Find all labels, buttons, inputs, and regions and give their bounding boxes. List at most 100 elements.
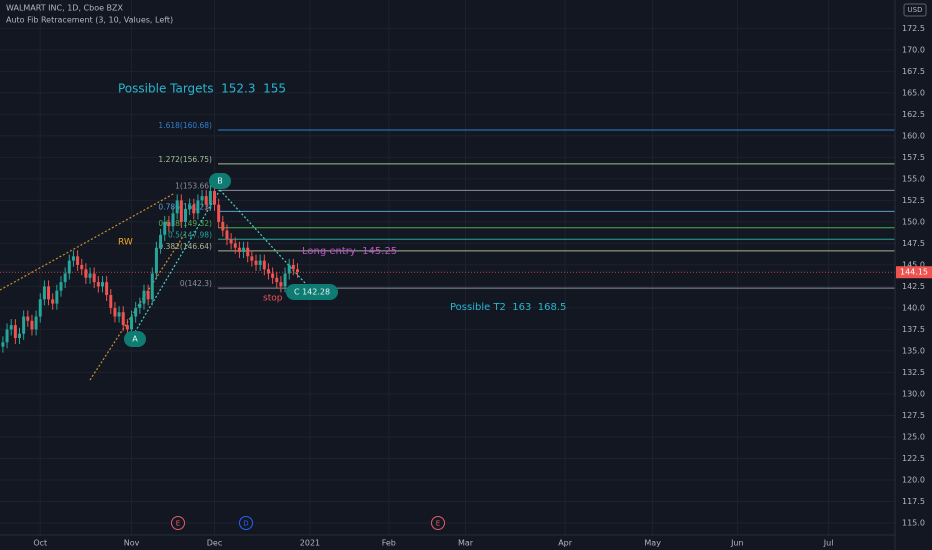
y-tick-label: 135.0 xyxy=(902,346,925,355)
candle-body xyxy=(121,312,125,326)
trend-line xyxy=(89,231,187,381)
annotation: RW xyxy=(118,238,133,248)
candle-body xyxy=(200,196,204,201)
candle-body xyxy=(100,282,104,287)
candle-body xyxy=(246,247,250,257)
candle-body xyxy=(42,286,46,300)
candle-body xyxy=(225,230,229,240)
trend-line xyxy=(0,192,176,291)
y-tick-label: 160.0 xyxy=(902,131,925,140)
candle-body xyxy=(183,209,187,222)
candle-body xyxy=(130,316,134,330)
y-tick-label: 172.5 xyxy=(902,24,925,33)
candle-body xyxy=(154,247,158,274)
candle-body xyxy=(5,329,9,343)
y-tick-label: 152.5 xyxy=(902,196,925,205)
event-marker[interactable] xyxy=(431,516,445,530)
fib-label: 1(153.66) xyxy=(175,181,212,190)
event-label: E xyxy=(176,520,180,528)
candle-body xyxy=(26,316,30,321)
candle-body xyxy=(22,316,26,334)
candle-body xyxy=(38,299,42,317)
candle-body xyxy=(204,196,208,205)
candle-body xyxy=(105,282,109,296)
y-tick-label: 150.0 xyxy=(902,217,925,226)
candle-body xyxy=(63,273,67,283)
candle-body xyxy=(217,204,221,222)
y-tick-label: 167.5 xyxy=(902,67,925,76)
candle-body xyxy=(188,204,192,210)
y-tick-label: 165.0 xyxy=(902,88,925,97)
candle-body xyxy=(150,273,154,300)
candle-body xyxy=(242,247,246,253)
candle-body xyxy=(163,221,167,235)
y-tick-label: 147.5 xyxy=(902,239,925,248)
candle-body xyxy=(80,264,84,270)
candle-body xyxy=(113,307,117,317)
event-marker[interactable] xyxy=(171,516,185,530)
x-tick-label: Mar xyxy=(458,539,474,548)
y-tick-label: 157.5 xyxy=(902,153,925,162)
candle-body xyxy=(279,282,283,287)
candle-body xyxy=(84,269,88,278)
y-tick-label: 145.0 xyxy=(902,260,925,269)
x-tick-label: Feb xyxy=(382,539,396,548)
price-tag-label: 144.15 xyxy=(900,268,928,277)
x-tick-label: Jul xyxy=(823,539,834,548)
candle-body xyxy=(109,295,113,308)
x-tick-label: Jun xyxy=(730,539,744,548)
fib-label: 0(142.3) xyxy=(180,279,212,288)
y-tick-label: 132.5 xyxy=(902,368,925,377)
y-tick-label: 162.5 xyxy=(902,110,925,119)
y-tick-label: 127.5 xyxy=(902,411,925,420)
point-label: A xyxy=(132,335,138,344)
currency[interactable]: USD xyxy=(908,6,923,14)
x-tick-label: Apr xyxy=(558,539,573,548)
point-bubble xyxy=(286,284,338,300)
candle-body xyxy=(67,260,71,274)
trend-line xyxy=(134,189,221,333)
candle-body xyxy=(1,342,5,347)
candle-body xyxy=(266,269,270,274)
annotation: Possible Targets 152.3 155 xyxy=(118,82,286,96)
candle-body xyxy=(287,264,291,274)
candle-body xyxy=(159,234,163,248)
candle-body xyxy=(283,273,287,287)
candle-body xyxy=(291,264,295,270)
candle-body xyxy=(250,256,254,261)
candle-body xyxy=(221,221,225,231)
y-tick-label: 155.0 xyxy=(902,174,925,183)
x-tick-label: Nov xyxy=(124,539,140,548)
candle-body xyxy=(96,282,100,287)
candle-body xyxy=(258,260,262,265)
candle-body xyxy=(88,273,92,278)
candle-body xyxy=(213,190,217,205)
candle-body xyxy=(134,307,138,317)
fib-label: 1.272(156.75) xyxy=(158,155,212,164)
annotation: Possible T2 163 168.5 xyxy=(450,302,566,313)
candle-body xyxy=(76,256,80,265)
candle-body xyxy=(179,200,183,222)
candle-body xyxy=(171,213,175,227)
candle-body xyxy=(55,290,59,304)
indicator-title: Auto Fib Retracement (3, 10, Values, Lef… xyxy=(6,16,173,25)
fib-label: 1.618(160.68) xyxy=(158,121,212,130)
y-tick-label: 142.5 xyxy=(902,282,925,291)
candle-body xyxy=(229,239,233,244)
x-tick-label: 2021 xyxy=(300,539,320,548)
candle-body xyxy=(9,325,13,330)
candle-body xyxy=(167,221,171,227)
candle-body xyxy=(34,316,38,330)
candle-body xyxy=(125,325,129,330)
event-marker[interactable] xyxy=(239,516,253,530)
candle-body xyxy=(92,273,96,283)
currency-box[interactable] xyxy=(903,3,927,17)
x-tick-label: May xyxy=(644,539,661,548)
x-tick-label: Dec xyxy=(207,539,222,548)
chart-title: WALMART INC, 1D, Cboe BZX xyxy=(6,4,124,13)
y-tick-label: 130.0 xyxy=(902,389,925,398)
plot: 1.618(160.68)1.272(156.75)1(153.66)0.786… xyxy=(0,82,895,381)
candle-body xyxy=(254,260,258,265)
candle-body xyxy=(30,320,34,330)
